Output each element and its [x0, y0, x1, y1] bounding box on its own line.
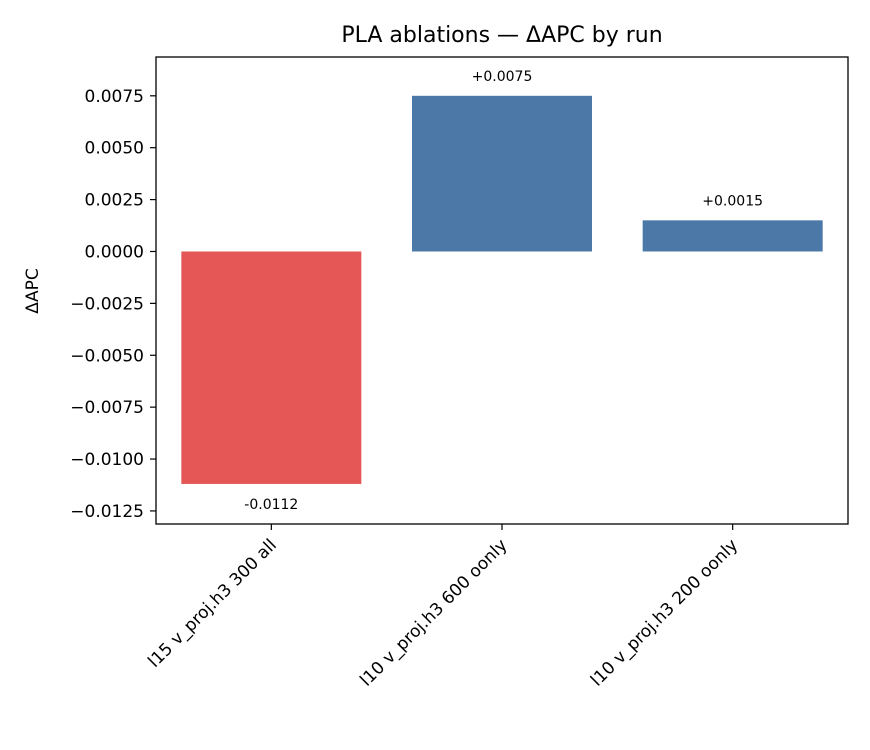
data-labels-group: -0.0112 +0.0075 +0.0015: [244, 69, 763, 513]
y-tick-label: 0.0050: [85, 139, 144, 159]
y-axis: 0.0075 0.0050 0.0025 0.0000 −0.0025 −0.0050 −0…: [70, 87, 156, 522]
bar: [181, 251, 362, 484]
chart-title: PLA ablations — ΔAPC by run: [341, 23, 662, 48]
bar: [642, 220, 823, 252]
y-axis-label: ΔAPC: [23, 268, 43, 313]
y-tick-label: −0.0100: [70, 450, 144, 470]
y-tick-label: −0.0025: [70, 294, 144, 314]
bar: [412, 95, 592, 252]
bar-value-label: +0.0075: [472, 69, 533, 85]
bar-value-label: +0.0015: [702, 193, 763, 209]
plot-frame: [155, 56, 849, 525]
y-tick-label: −0.0050: [70, 346, 144, 366]
x-tick-label: l10 v_proj.h3 200 oonly: [587, 535, 742, 690]
y-tick-label: −0.0125: [70, 502, 144, 522]
x-tick-label: l10 v_proj.h3 600 oonly: [356, 535, 511, 690]
x-tick-label: l15 v_proj.h3 300 all: [144, 535, 280, 671]
y-tick-label: 0.0025: [85, 191, 144, 211]
y-tick-label: 0.0000: [85, 242, 144, 262]
x-axis: l15 v_proj.h3 300 all l10 v_proj.h3 600 o…: [144, 524, 742, 691]
bar-value-label: -0.0112: [244, 497, 298, 513]
y-tick-label: 0.0075: [85, 87, 144, 107]
y-tick-label: −0.0075: [70, 398, 144, 418]
bars-group: [181, 95, 823, 484]
